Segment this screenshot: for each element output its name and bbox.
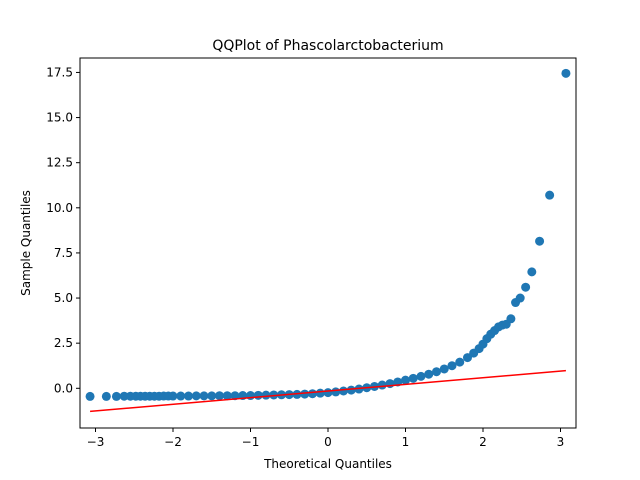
reference-line: [90, 369, 566, 413]
y-tick-label: 5.0: [54, 291, 73, 305]
sample-point: [111, 391, 121, 401]
sample-point: [515, 293, 525, 303]
sample-point: [561, 68, 571, 78]
sample-point: [447, 361, 457, 371]
sample-point: [308, 389, 317, 399]
sample-point: [432, 367, 441, 377]
sample-point: [385, 379, 395, 389]
x-tick-label: 0: [324, 435, 332, 449]
y-tick-label: 15.0: [46, 111, 73, 125]
sample-point: [222, 391, 232, 401]
x-axis-ticks: −3 −2 −1 0 1 2 3: [87, 428, 565, 449]
sample-point: [184, 391, 193, 401]
y-tick-label: 2.5: [54, 336, 73, 350]
sample-point: [455, 357, 465, 367]
x-tick-label: 3: [557, 435, 565, 449]
sample-point: [463, 353, 472, 363]
sample-point: [101, 391, 111, 401]
sample-point: [331, 387, 341, 397]
y-tick-label: 10.0: [46, 201, 73, 215]
reference-line-layer: [90, 369, 566, 413]
x-tick-label: −2: [164, 435, 182, 449]
sample-point: [439, 364, 449, 374]
y-tick-label: 0.0: [54, 381, 73, 395]
sample-point: [424, 369, 434, 379]
sample-point: [346, 385, 356, 395]
sample-point: [168, 391, 178, 401]
sample-point: [230, 391, 240, 401]
sample-point: [527, 267, 537, 277]
sample-point: [377, 380, 387, 390]
y-tick-label: 17.5: [46, 65, 73, 79]
sample-point: [119, 391, 129, 401]
sample-point: [207, 391, 217, 401]
chart-title: QQPlot of Phascolarctobacterium: [212, 38, 443, 54]
x-tick-label: 2: [479, 435, 487, 449]
y-axis-ticks: 0.0 2.5 5.0 7.5 10.0 12.5 15.0 17.5: [46, 65, 80, 395]
y-tick-label: 7.5: [54, 246, 73, 260]
sample-point: [191, 391, 201, 401]
sample-point: [315, 388, 325, 398]
sample-point: [545, 190, 555, 200]
x-tick-label: −1: [242, 435, 260, 449]
sample-point: [506, 314, 516, 324]
sample-point: [199, 391, 209, 401]
x-tick-label: 1: [402, 435, 410, 449]
sample-point: [408, 373, 418, 383]
y-axis-label: Sample Quantiles: [19, 190, 33, 296]
sample-point: [300, 389, 310, 399]
sample-point: [176, 391, 186, 401]
sample-point: [215, 391, 224, 401]
sample-point: [339, 386, 348, 396]
sample-point: [323, 388, 333, 398]
sample-point: [85, 391, 95, 401]
y-tick-label: 12.5: [46, 156, 73, 170]
sample-point: [261, 390, 271, 400]
x-axis-label: Theoretical Quantiles: [263, 457, 392, 471]
sample-point: [416, 371, 426, 381]
sample-point: [401, 375, 410, 385]
sample-point: [292, 389, 302, 399]
sample-point: [535, 236, 545, 246]
x-tick-label: −3: [87, 435, 105, 449]
sample-point: [253, 390, 263, 400]
sample-point: [521, 282, 531, 292]
